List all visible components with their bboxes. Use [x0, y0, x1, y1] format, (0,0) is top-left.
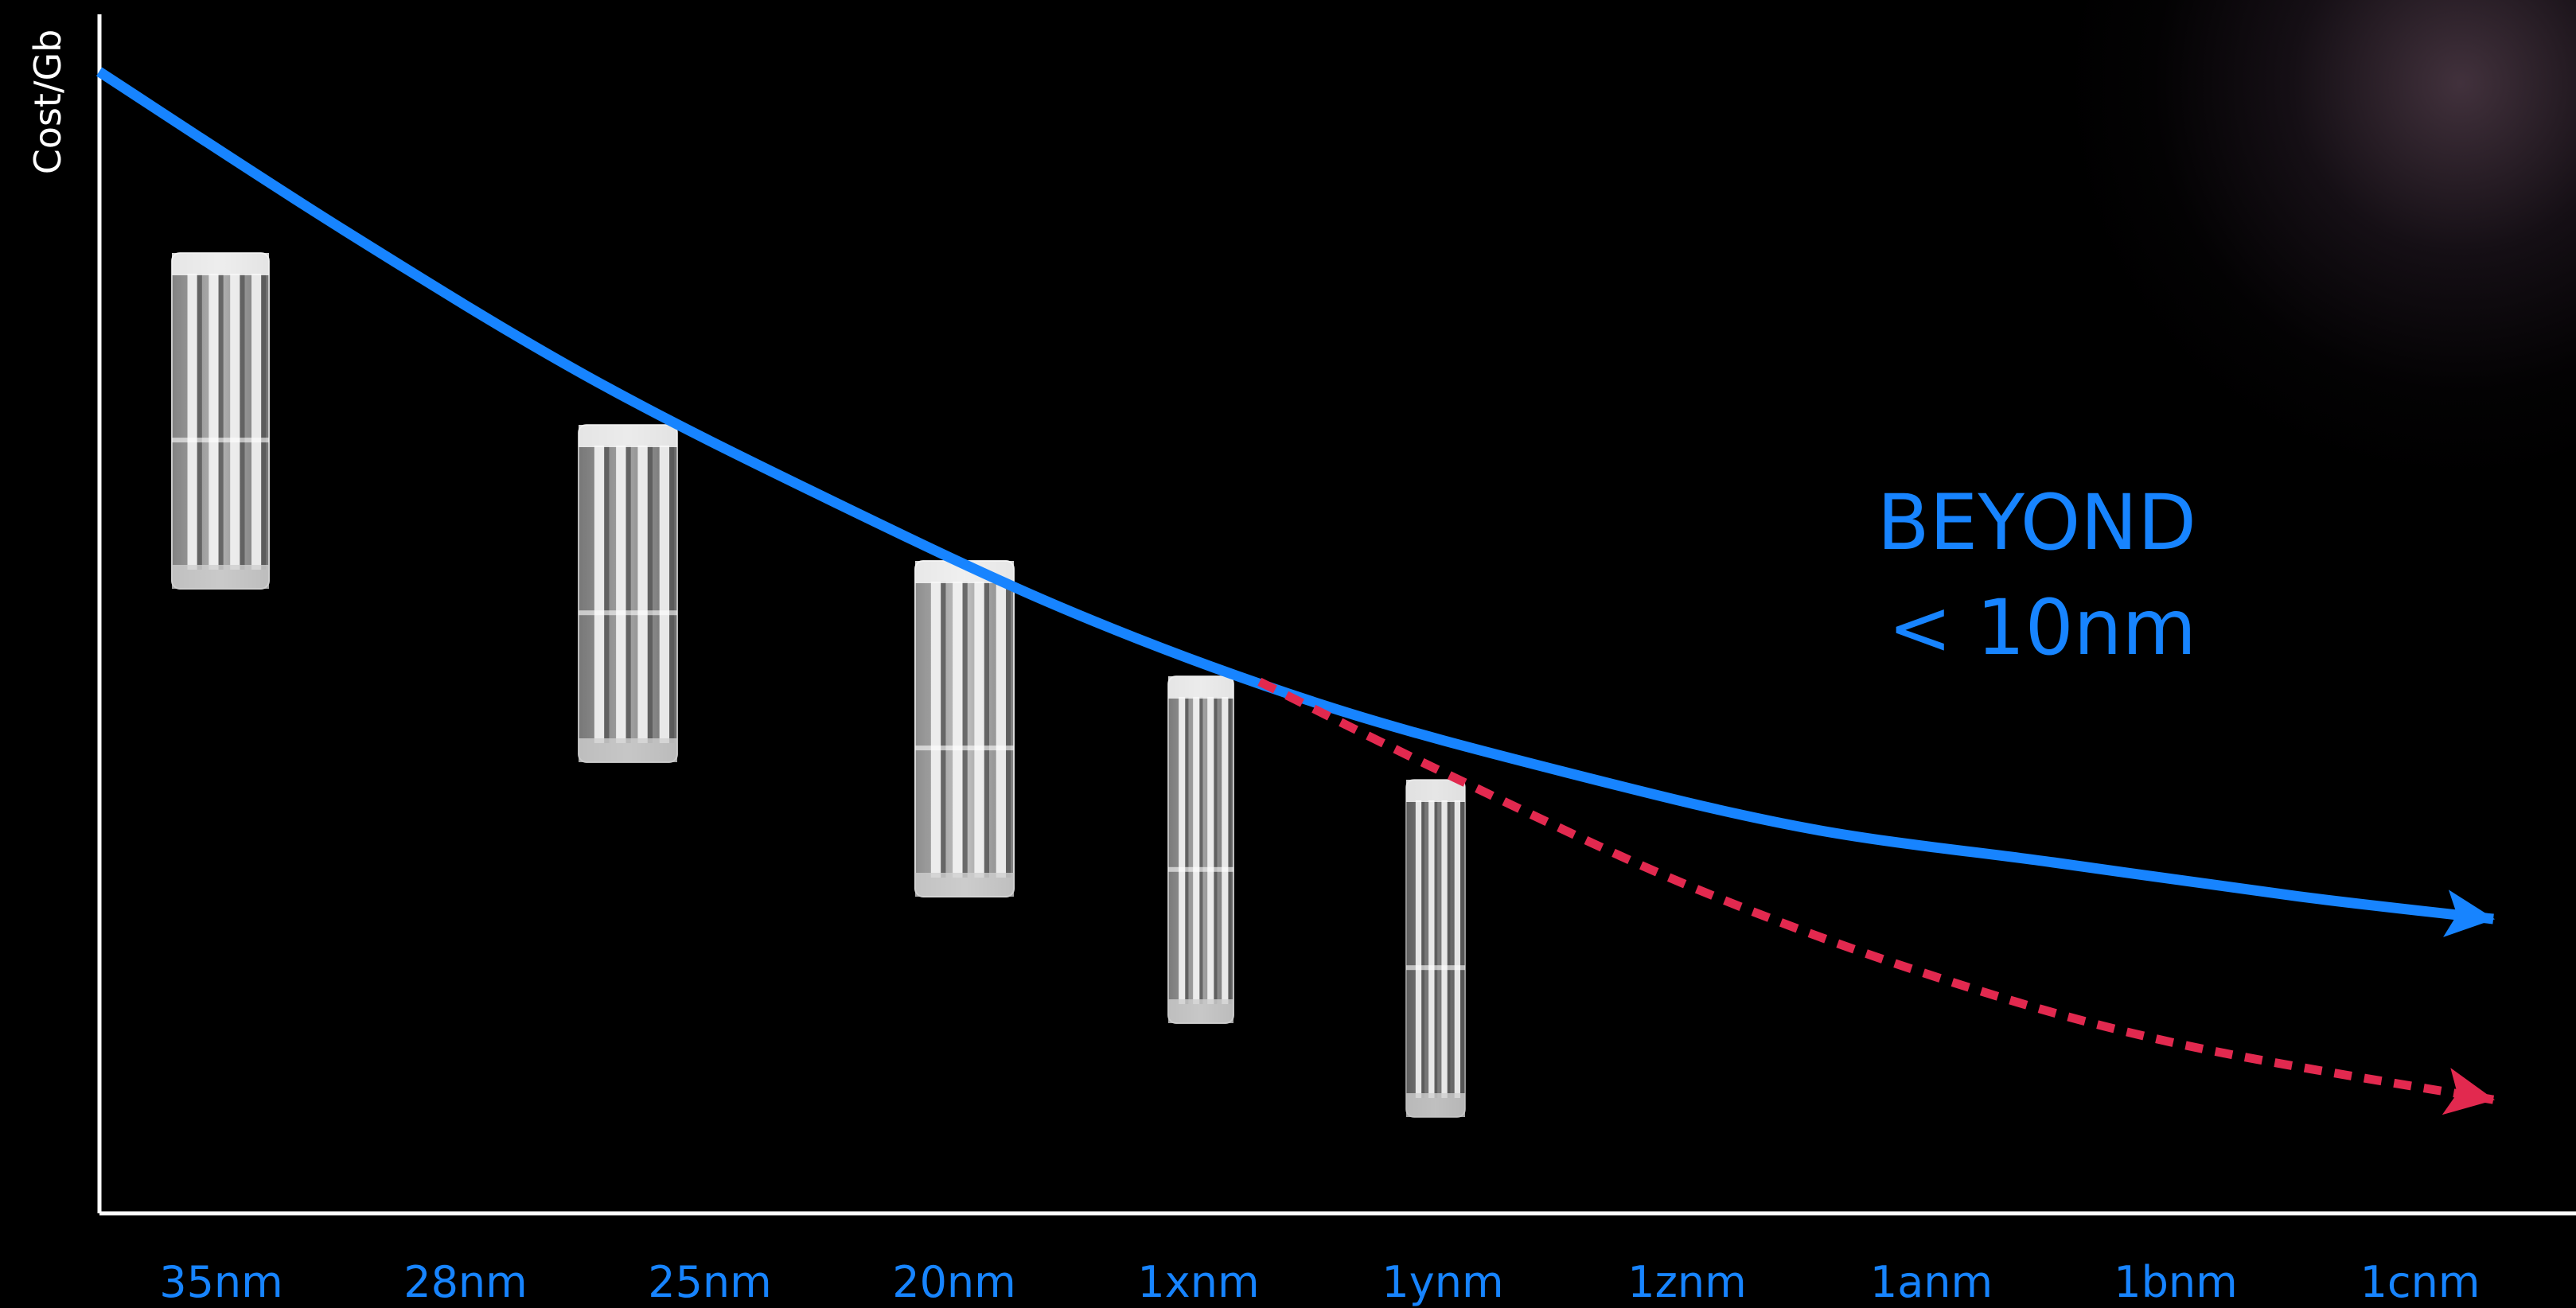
y-axis-label: Cost/Gb — [26, 29, 69, 175]
cell-cross-section-20nm — [1167, 675, 1234, 1024]
x-tick-label-8: 1bnm — [2114, 1257, 2237, 1307]
series-line-solid — [95, 67, 2496, 937]
x-tick-label-3: 20nm — [892, 1257, 1016, 1307]
x-tick-label-0: 35nm — [159, 1257, 283, 1307]
x-tick-label-7: 1anm — [1870, 1257, 1993, 1307]
x-tick-label-5: 1ynm — [1382, 1257, 1503, 1307]
annotation-1: < 10nm — [1888, 583, 2196, 672]
annotation-0: BEYOND — [1877, 478, 2196, 567]
cell-cross-section-1xnm — [1405, 779, 1466, 1118]
cell-cross-section-35nm — [171, 252, 270, 590]
x-tick-label-1: 28nm — [403, 1257, 528, 1307]
x-tick-label-6: 1znm — [1627, 1257, 1747, 1307]
x-tick-label-4: 1xnm — [1137, 1257, 1259, 1307]
series-line-dashed — [1257, 677, 2496, 1115]
x-tick-label-9: 1cnm — [2360, 1257, 2481, 1307]
x-tick-label-2: 25nm — [648, 1257, 772, 1307]
cell-cross-section-28nm — [578, 424, 678, 763]
cell-cross-section-25nm — [914, 560, 1015, 897]
